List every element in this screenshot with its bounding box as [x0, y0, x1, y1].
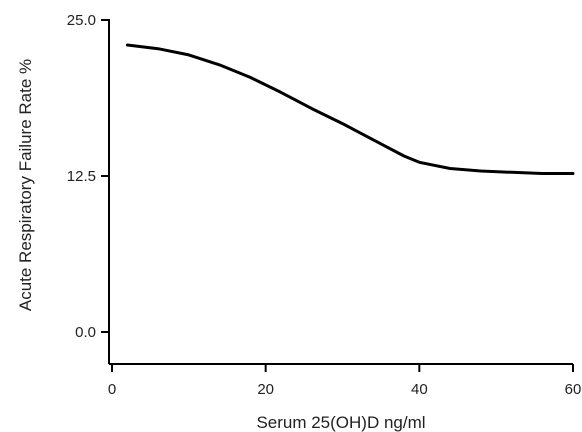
series-line [125, 43, 575, 175]
x-axis-title: Serum 25(OH)D ng/ml [256, 413, 425, 432]
y-axis-title: Acute Respiratory Failure Rate % [16, 59, 35, 311]
x-tick-label: 20 [257, 381, 274, 398]
y-tick-label: 12.5 [67, 168, 96, 185]
y-tick-label: 25.0 [67, 12, 96, 29]
y-axis-ticks: 0.0 12.5 25.0 [67, 12, 109, 341]
x-tick-label: 0 [108, 381, 116, 398]
x-axis-ticks: 0 20 40 60 [108, 364, 582, 398]
x-tick-label: 40 [411, 381, 428, 398]
y-tick-label: 0.0 [75, 324, 96, 341]
chart-axes [108, 19, 573, 365]
x-tick-label: 60 [565, 381, 582, 398]
